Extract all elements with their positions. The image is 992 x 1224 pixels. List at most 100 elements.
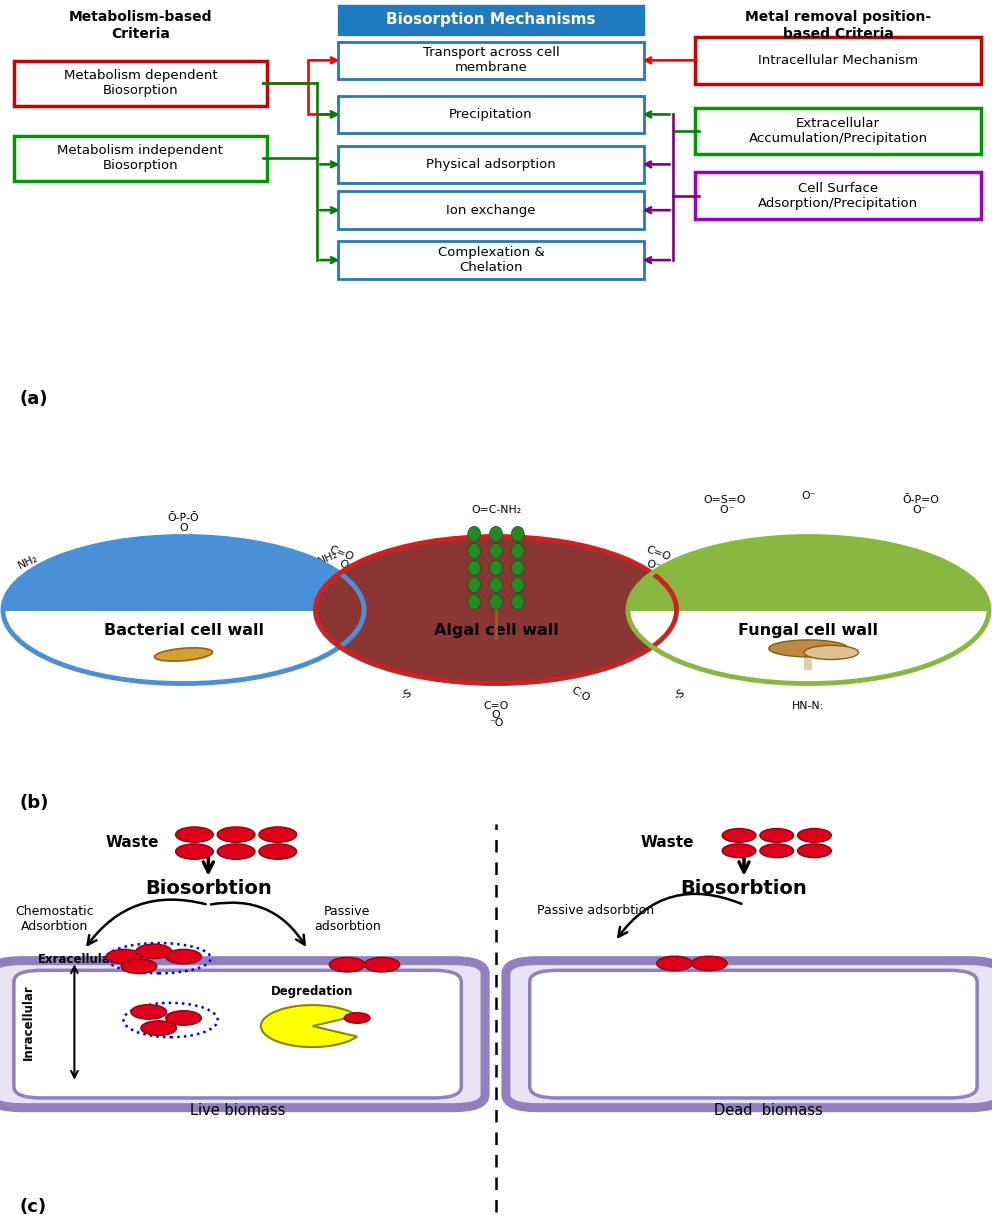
Ellipse shape [490,578,502,592]
FancyBboxPatch shape [14,136,267,181]
Text: C=O: C=O [327,545,354,563]
Polygon shape [628,536,989,610]
FancyBboxPatch shape [695,173,981,219]
Wedge shape [261,1005,357,1047]
Text: (b): (b) [20,794,50,812]
Ellipse shape [490,595,502,610]
Text: (a): (a) [20,389,49,408]
Text: -S: -S [400,688,414,701]
Text: Ō-P̄-Ō: Ō-P̄-Ō [168,513,199,523]
Text: -S: -S [673,688,686,701]
Ellipse shape [155,647,212,661]
Circle shape [798,829,831,842]
Circle shape [722,843,756,858]
Text: Fungal cell wall: Fungal cell wall [738,623,879,638]
Circle shape [657,956,692,971]
Ellipse shape [468,595,480,610]
Text: Chemostatic
Adsorbtion: Chemostatic Adsorbtion [15,905,94,933]
Text: Metabolism dependent
Biosorption: Metabolism dependent Biosorption [63,70,217,97]
Circle shape [344,1012,370,1023]
Circle shape [315,536,677,683]
Text: Biosorbtion: Biosorbtion [145,879,272,898]
FancyBboxPatch shape [14,61,267,105]
FancyBboxPatch shape [338,5,644,35]
Circle shape [121,960,157,973]
Text: Physical adsorption: Physical adsorption [427,158,556,171]
Polygon shape [3,536,364,610]
Text: Intracellular Mechanism: Intracellular Mechanism [758,54,919,67]
Text: Exracellular: Exracellular [38,953,116,966]
Text: O: O [492,710,500,720]
Text: Metabolism-based
Criteria: Metabolism-based Criteria [69,10,212,40]
Ellipse shape [468,578,480,592]
Circle shape [176,843,213,859]
FancyBboxPatch shape [338,146,644,184]
Circle shape [760,843,794,858]
Text: Degredation: Degredation [271,985,354,998]
Circle shape [166,1011,201,1026]
Text: O⁻: O⁻ [802,491,815,501]
Text: O⁻: O⁻ [337,558,354,573]
Text: (c): (c) [20,1198,47,1215]
Text: ⁻O: ⁻O [489,718,503,728]
Text: O⁻: O⁻ [713,506,735,515]
Text: O: O [180,524,187,534]
Text: Cell Surface
Adsorption/Precipitation: Cell Surface Adsorption/Precipitation [758,181,919,209]
Text: NH₂: NH₂ [16,552,40,570]
Circle shape [259,827,297,842]
Ellipse shape [512,526,524,542]
Circle shape [217,843,255,859]
Circle shape [329,957,365,972]
Text: Extracellular
Accumulation/Precipitation: Extracellular Accumulation/Precipitation [749,118,928,146]
Circle shape [259,843,297,859]
Ellipse shape [512,578,524,592]
FancyBboxPatch shape [695,108,981,154]
Text: O⁻: O⁻ [913,506,927,515]
Ellipse shape [490,543,502,558]
Text: Inracellular: Inracellular [22,984,35,1060]
Ellipse shape [468,543,480,558]
Text: Waste: Waste [641,835,694,849]
Text: C=O: C=O [483,701,509,711]
FancyBboxPatch shape [530,971,977,1098]
Text: Complexation &
Chelation: Complexation & Chelation [437,246,545,274]
Text: O=C-NH₂: O=C-NH₂ [471,506,521,515]
Circle shape [166,950,201,963]
Circle shape [176,827,213,842]
FancyBboxPatch shape [14,971,461,1098]
Ellipse shape [468,526,480,542]
Circle shape [691,956,727,971]
Text: O⁻: O⁻ [645,558,662,573]
Ellipse shape [490,561,502,575]
Text: O=S=O: O=S=O [703,494,745,506]
Text: C=O: C=O [645,545,672,563]
Text: Metal removal position-
based Criteria: Metal removal position- based Criteria [745,10,931,40]
FancyBboxPatch shape [338,42,644,80]
Text: NH₂: NH₂ [316,548,339,567]
Text: HN-N:: HN-N: [793,701,824,711]
Text: Live biomass: Live biomass [190,1103,286,1118]
Circle shape [364,957,400,972]
Text: Biosorbtion: Biosorbtion [681,879,807,898]
Text: Algal cell wall: Algal cell wall [434,623,558,638]
Text: Ō-P=O: Ō-P=O [903,494,939,506]
Text: Metabolism independent
Biosorption: Metabolism independent Biosorption [58,144,223,173]
Circle shape [141,1021,177,1036]
Text: Precipitation: Precipitation [449,108,533,121]
Circle shape [106,950,142,963]
Ellipse shape [769,640,848,657]
FancyBboxPatch shape [338,191,644,229]
Ellipse shape [468,561,480,575]
Text: C:O: C:O [569,685,591,704]
Text: Waste: Waste [105,835,159,849]
Ellipse shape [512,595,524,610]
Circle shape [3,536,364,683]
Text: Biosorption Mechanisms: Biosorption Mechanisms [386,12,596,27]
Text: Passive adsorbtion: Passive adsorbtion [537,905,654,918]
Text: Ion exchange: Ion exchange [446,203,536,217]
FancyBboxPatch shape [338,241,644,279]
Polygon shape [315,536,677,610]
Circle shape [217,827,255,842]
Circle shape [722,829,756,842]
FancyBboxPatch shape [0,961,485,1108]
